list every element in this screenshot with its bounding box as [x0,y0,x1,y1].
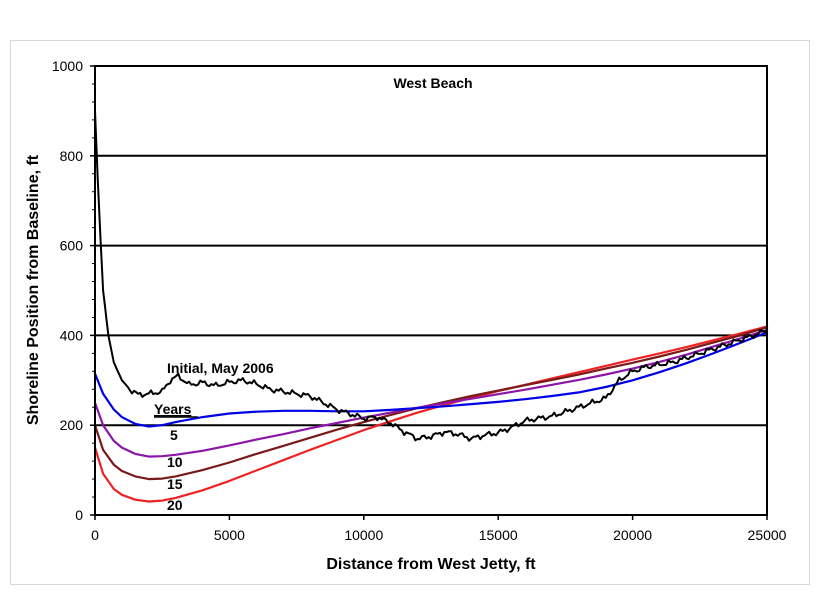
plot-border [94,65,768,516]
series-line-year-20 [93,325,769,503]
years-header-label: Years [154,401,192,417]
gridlines [95,154,767,427]
y-tick-label: 1000 [52,58,83,74]
initial-series-label: Initial, May 2006 [167,360,274,376]
plot-area [95,66,767,515]
year-label-20: 20 [167,497,183,513]
y-tick-label: 800 [60,148,84,164]
y-tick-label: 600 [60,238,84,254]
x-tick-label: 15000 [479,527,518,543]
series-line-year-10 [93,328,769,458]
series-line-initial [94,109,768,442]
year-label-15: 15 [167,476,183,492]
series-line-year-15 [93,326,769,481]
chart-title: West Beach [393,75,472,91]
series-lines [93,109,769,503]
series-line-year-5 [93,331,769,428]
x-tick-label: 20000 [613,527,652,543]
x-tick-label: 5000 [214,527,245,543]
year-label-10: 10 [167,454,183,470]
x-axis-title: Distance from West Jetty, ft [326,556,536,573]
y-tick-label: 200 [60,417,84,433]
x-tick-label: 25000 [748,527,787,543]
year-label-5: 5 [170,427,178,443]
figure-frame [10,40,810,585]
y-tick-label: 0 [75,507,83,523]
y-axis-title: Shoreline Position from Baseline, ft [25,154,42,425]
x-tick-label: 0 [91,527,99,543]
x-tick-label: 10000 [344,527,383,543]
y-tick-label: 400 [60,327,84,343]
